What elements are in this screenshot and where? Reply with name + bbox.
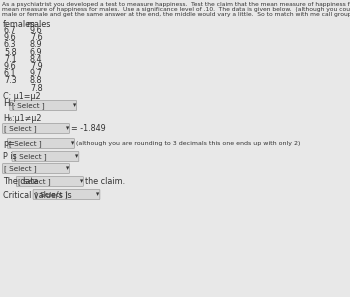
Text: 7.1: 7.1 [4,55,16,64]
FancyBboxPatch shape [16,177,83,186]
Text: 6.3: 6.3 [4,40,16,49]
Text: C: μ1=μ2: C: μ1=μ2 [3,92,40,101]
Text: 7.3: 7.3 [4,76,16,86]
Text: females: females [3,20,35,29]
Text: H₆:μ1≠μ2: H₆:μ1≠μ2 [3,114,41,123]
Text: p=: p= [3,139,15,148]
Text: 7.8: 7.8 [30,83,43,93]
Text: ▾: ▾ [75,154,79,159]
Text: males: males [27,20,51,29]
Text: 7.9: 7.9 [30,62,43,71]
FancyBboxPatch shape [2,164,69,173]
Text: 8.9: 8.9 [30,40,43,49]
Text: 9.7: 9.7 [30,69,43,78]
FancyBboxPatch shape [8,139,75,148]
Text: ▾: ▾ [80,178,83,184]
Text: ▾: ▾ [66,126,69,132]
Text: 9.6: 9.6 [30,26,43,35]
Text: 9.6: 9.6 [4,33,16,42]
Text: The data: The data [3,177,38,186]
Text: [ Select ]: [ Select ] [14,153,47,160]
Text: P is: P is [3,152,16,161]
Text: ▾: ▾ [71,140,74,146]
Text: mean measure of happiness for males.  Use a significance level of .10.  The data: mean measure of happiness for males. Use… [2,7,350,12]
Text: [ Select ]: [ Select ] [9,140,42,147]
Text: the claim.: the claim. [85,177,125,186]
Text: male or female and get the same answer at the end, the middle would vary a littl: male or female and get the same answer a… [2,12,350,17]
Text: 6.9: 6.9 [30,48,43,57]
Text: 5.8: 5.8 [4,48,16,57]
FancyBboxPatch shape [2,124,69,133]
Text: = -1.849: = -1.849 [71,124,106,133]
Text: 6.1: 6.1 [4,69,16,78]
Text: ▾: ▾ [97,192,100,198]
Text: [ Select ]: [ Select ] [5,125,37,132]
Text: 7.6: 7.6 [30,33,43,42]
Text: [ Select ]: [ Select ] [18,178,51,185]
Text: [ Select ]: [ Select ] [5,165,37,172]
Text: Critical value/s is: Critical value/s is [3,190,71,199]
Text: [ Select ]: [ Select ] [35,191,68,198]
Text: (although you are rounding to 3 decimals this one ends up with only 2): (although you are rounding to 3 decimals… [76,141,301,146]
Text: As a psychiatrist you developed a test to measure happiness.  Test the claim tha: As a psychiatrist you developed a test t… [2,2,350,7]
Text: 9.6: 9.6 [4,62,16,71]
FancyBboxPatch shape [12,152,79,161]
Text: ▾: ▾ [66,165,69,171]
Text: [ Select ]: [ Select ] [12,102,44,109]
Text: 8.4: 8.4 [30,55,42,64]
Text: 8.8: 8.8 [30,76,42,86]
Text: 6.7: 6.7 [4,26,16,35]
Text: H₀:: H₀: [3,99,16,108]
Text: ▾: ▾ [73,102,76,108]
FancyBboxPatch shape [33,190,100,199]
FancyBboxPatch shape [10,101,77,110]
